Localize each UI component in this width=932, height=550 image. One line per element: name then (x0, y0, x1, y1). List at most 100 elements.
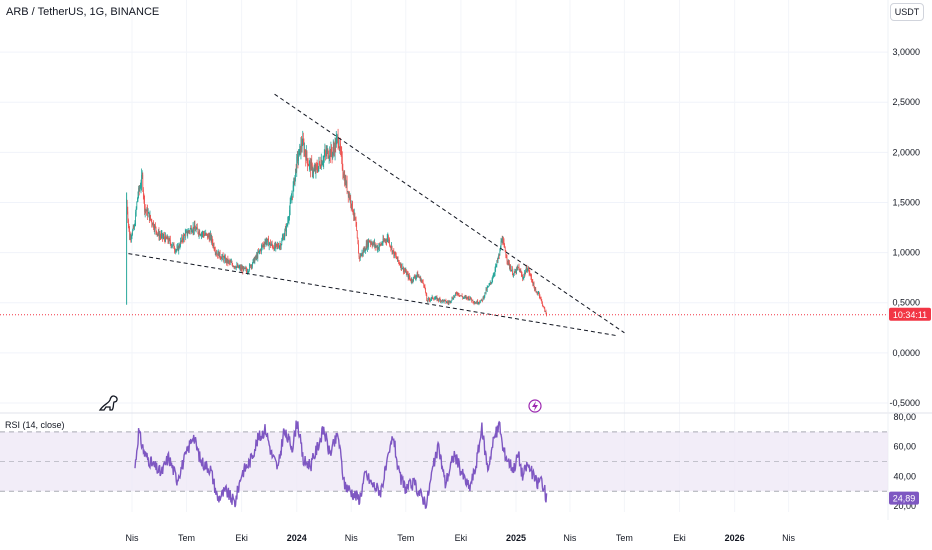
price-candle (172, 243, 174, 245)
price-candle (226, 258, 228, 263)
price-candle (152, 223, 153, 226)
price-candle (347, 191, 349, 197)
price-candle (229, 261, 231, 263)
price-candle (252, 263, 253, 267)
price-candle (207, 233, 208, 238)
price-candle (466, 296, 468, 299)
price-candle (435, 297, 437, 299)
price-candle (215, 252, 217, 254)
price-candle (492, 275, 494, 279)
price-candle (283, 236, 285, 240)
price-candle (276, 244, 278, 246)
price-candle (225, 256, 226, 262)
rsi-tick-label: 80,00 (893, 412, 916, 422)
price-candle (498, 255, 500, 256)
price-candle (480, 300, 482, 303)
price-candle (352, 201, 353, 211)
price-candle (273, 248, 275, 251)
price-candle (161, 234, 162, 237)
price-candle (340, 150, 342, 153)
price-candle (153, 222, 154, 228)
price-candle (529, 273, 531, 275)
price-candle (268, 243, 270, 247)
rsi-tick-label: 40,00 (893, 471, 916, 481)
price-candle (174, 248, 175, 251)
price-candle (134, 224, 136, 226)
price-candle (415, 277, 416, 279)
price-candle (467, 296, 468, 298)
price-candle (477, 300, 479, 304)
price-candle (504, 247, 506, 252)
price-candle (370, 241, 371, 244)
price-tick-label: 2,0000 (892, 147, 920, 157)
price-candle (169, 238, 171, 240)
price-candle (539, 292, 540, 297)
price-candle (316, 165, 317, 166)
price-candle (163, 236, 165, 239)
price-candle (260, 249, 262, 252)
price-candle (285, 228, 287, 233)
price-candle (186, 230, 188, 235)
price-candle (141, 174, 143, 176)
price-candle (275, 243, 277, 248)
price-candle (480, 299, 482, 301)
price-candle (497, 260, 498, 262)
price-candle (249, 264, 251, 266)
price-candle (399, 263, 401, 265)
price-candle (156, 233, 158, 235)
price-candle (342, 168, 344, 174)
price-candle (513, 271, 515, 275)
lightning-bolt (532, 401, 538, 411)
price-candle (441, 300, 443, 302)
price-candle (198, 231, 200, 235)
price-candle (162, 233, 163, 238)
price-candle (526, 267, 528, 272)
price-candle (217, 253, 219, 256)
price-candle (208, 234, 210, 237)
trendline[interactable] (128, 253, 618, 337)
price-candle (402, 266, 404, 269)
price-candle (326, 149, 328, 150)
price-candle (300, 143, 302, 154)
price-candle (382, 239, 384, 244)
price-candle (177, 246, 179, 251)
currency-button[interactable]: USDT (890, 3, 924, 21)
price-candle (192, 226, 194, 231)
price-candle (278, 246, 280, 249)
price-candle (273, 247, 274, 249)
price-candle (303, 143, 305, 153)
price-candle (329, 150, 331, 157)
price-candle (152, 222, 154, 226)
price-candle (429, 299, 431, 301)
price-candle (146, 208, 148, 212)
price-candle (211, 237, 213, 243)
price-candle (304, 149, 306, 154)
price-candle (476, 300, 478, 304)
price-candle (159, 235, 161, 237)
price-candle (433, 298, 435, 300)
trendline[interactable] (274, 93, 625, 334)
price-candle (495, 265, 496, 270)
price-candle (309, 161, 311, 163)
price-candle (437, 298, 438, 301)
price-candle (473, 301, 474, 303)
lightning-icon[interactable] (528, 399, 542, 413)
price-tick-label: 1,5000 (892, 197, 920, 207)
price-candle (199, 234, 201, 236)
price-candle (289, 202, 291, 211)
price-candle (267, 239, 268, 242)
price-candle (497, 258, 499, 262)
price-candle (233, 266, 235, 267)
price-candle (339, 143, 341, 149)
price-candle (147, 213, 149, 217)
symbol-header: ARB / TetherUS, 1G, BINANCE (6, 6, 160, 18)
price-candle (221, 256, 223, 259)
price-candle (507, 260, 509, 263)
price-candle (445, 300, 447, 303)
price-candle (205, 233, 207, 235)
price-candle (158, 231, 159, 234)
price-candle (242, 268, 244, 272)
price-candle (155, 226, 157, 231)
